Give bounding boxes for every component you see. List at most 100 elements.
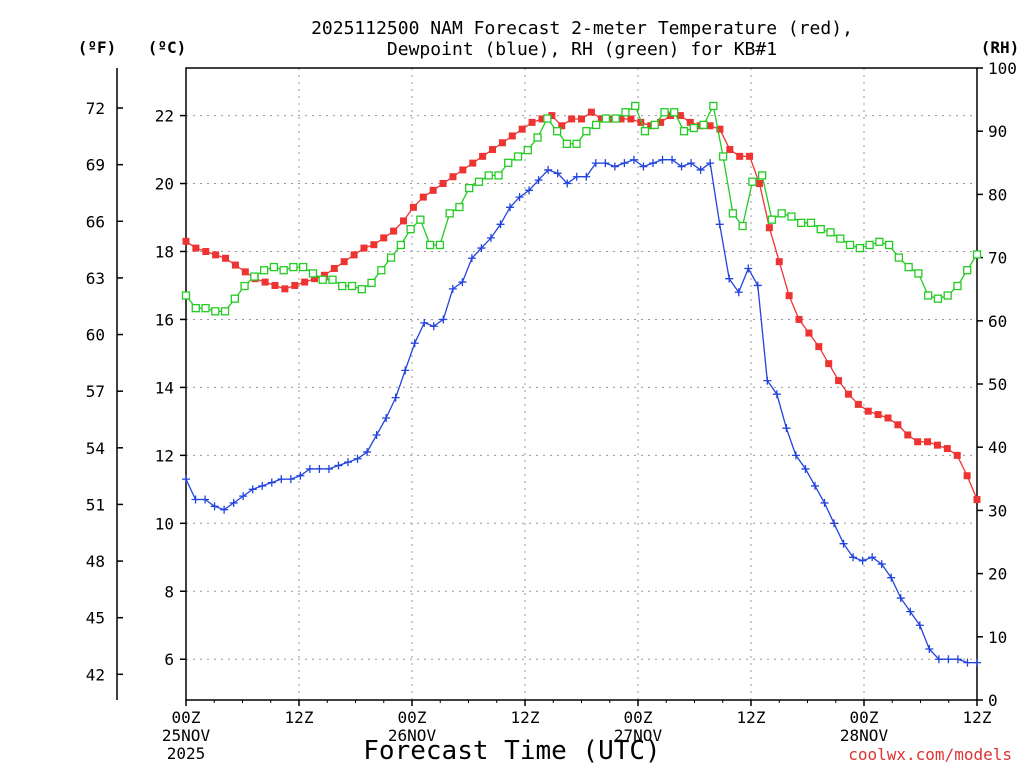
- dewpoint-point: [744, 264, 753, 273]
- rh-tick-label: 90: [988, 122, 1007, 141]
- rh-point: [845, 240, 855, 250]
- temperature-point: [924, 438, 932, 446]
- rh-point: [611, 114, 620, 123]
- fahrenheit-tick-label: 66: [86, 212, 105, 231]
- data-series: [181, 101, 982, 667]
- dewpoint-point: [220, 505, 229, 514]
- dewpoint-point: [629, 155, 638, 164]
- rh-point: [367, 278, 376, 288]
- series-1: [182, 155, 981, 667]
- celsius-tick-label: 18: [155, 242, 174, 261]
- rh-point: [445, 209, 454, 218]
- dewpoint-point: [858, 556, 867, 565]
- temperature-point: [320, 271, 328, 279]
- time-tick-label: 12Z: [511, 708, 540, 727]
- celsius-tick-label: 6: [164, 650, 174, 669]
- dewpoint-point: [677, 162, 686, 171]
- rh-point: [474, 177, 484, 186]
- rh-point: [650, 120, 659, 130]
- fahrenheit-unit-label: (ºF): [78, 38, 117, 57]
- temperature-point: [627, 115, 635, 123]
- temperature-point: [370, 241, 378, 249]
- temperature-point: [350, 251, 358, 259]
- dewpoint-point: [830, 519, 839, 528]
- fahrenheit-axis: 42 45 48 51 54 57 60 63 66 69 72: [86, 99, 123, 684]
- temperature-point: [844, 390, 852, 398]
- dewpoint-point: [286, 475, 295, 484]
- dewpoint-point: [353, 454, 362, 463]
- rh-point: [933, 294, 943, 303]
- rh-point: [914, 269, 923, 278]
- rh-point: [894, 253, 904, 262]
- temperature-point: [449, 173, 457, 181]
- rh-point: [953, 281, 962, 291]
- dewpoint-point: [963, 658, 972, 667]
- series-line: [185, 103, 978, 312]
- temperature-point: [469, 159, 477, 167]
- time-tick-label: 00Z: [398, 708, 427, 727]
- dewpoint-point: [877, 560, 886, 569]
- rh-point: [679, 127, 689, 136]
- dewpoint-point: [953, 655, 962, 664]
- dewpoint-point: [496, 220, 505, 229]
- rh-point: [513, 152, 523, 161]
- rh-point: [855, 243, 864, 253]
- temperature-point: [578, 115, 585, 123]
- rh-point: [543, 114, 552, 123]
- rh-tick-label: 50: [988, 375, 1007, 394]
- temperature-point: [835, 377, 843, 385]
- temperature-point: [498, 139, 506, 147]
- dewpoint-point: [753, 281, 762, 290]
- rh-point: [601, 114, 611, 123]
- temperature-point: [597, 115, 605, 123]
- rh-point: [220, 307, 230, 316]
- temperature-point: [587, 108, 595, 116]
- dewpoint-point: [467, 254, 476, 263]
- time-tick-label: 12Z: [963, 708, 992, 727]
- rh-point: [904, 262, 913, 272]
- rh-point: [758, 171, 767, 180]
- dewpoint-point: [772, 390, 781, 399]
- celsius-tick-label: 16: [155, 310, 174, 329]
- temperature-point: [637, 118, 645, 126]
- dewpoint-point: [973, 658, 981, 667]
- dewpoint-point: [477, 244, 486, 253]
- rh-point: [836, 234, 845, 243]
- rh-point: [211, 307, 220, 316]
- rh-point: [406, 225, 415, 234]
- dewpoint-point: [305, 464, 314, 473]
- rh-point: [572, 139, 581, 148]
- dewpoint-point: [648, 159, 657, 168]
- temperature-point: [963, 472, 971, 480]
- rh-point: [728, 209, 738, 218]
- temperature-point: [746, 152, 754, 160]
- rh-point: [621, 108, 630, 117]
- rh-tick-label: 20: [988, 565, 1007, 584]
- series-line: [185, 111, 978, 500]
- dewpoint-point: [915, 621, 924, 630]
- dewpoint-point: [887, 573, 896, 582]
- dewpoint-point: [315, 464, 324, 473]
- rh-point: [308, 269, 318, 278]
- celsius-tick-label: 8: [164, 582, 174, 601]
- rh-point: [865, 240, 874, 250]
- temperature-point: [311, 275, 319, 283]
- temperature-point: [854, 400, 862, 408]
- rh-point: [631, 101, 640, 111]
- dewpoint-point: [363, 447, 372, 456]
- rh-point: [250, 272, 259, 281]
- dewpoint-point: [896, 594, 905, 603]
- temperature-point: [716, 125, 724, 133]
- temperature-point: [508, 132, 516, 140]
- dewpoint-point: [420, 318, 429, 327]
- dewpoint-point: [925, 645, 934, 654]
- temperature-point: [933, 441, 941, 449]
- rh-point: [386, 253, 396, 262]
- dewpoint-point: [696, 165, 705, 174]
- dewpoint-point: [801, 464, 810, 473]
- fahrenheit-tick-label: 72: [86, 99, 105, 118]
- dewpoint-point: [601, 159, 610, 168]
- temperature-point: [538, 115, 546, 123]
- temperature-point: [479, 152, 487, 160]
